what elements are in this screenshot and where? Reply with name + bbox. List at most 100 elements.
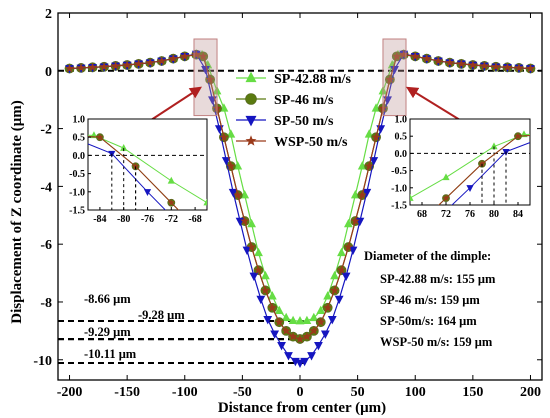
data-point — [341, 272, 351, 282]
data-point — [167, 198, 175, 206]
data-point — [445, 58, 455, 67]
data-point — [157, 56, 167, 65]
data-point — [221, 157, 231, 166]
y-tick-label: -2 — [40, 123, 52, 138]
data-point — [122, 60, 132, 69]
legend-label: WSP-50 m/s — [274, 135, 348, 150]
data-point — [323, 303, 333, 312]
data-point — [145, 58, 155, 67]
ref-label: -10.11 μm — [84, 347, 137, 361]
data-point — [256, 295, 266, 305]
data-point — [245, 71, 257, 83]
legend: SP-42.88 m/s SP-46 m/s SP-50 m/s WSP-50 m/s — [236, 71, 352, 150]
reference-lines — [58, 69, 542, 364]
data-point — [249, 272, 259, 282]
data-point — [240, 216, 250, 225]
data-point — [219, 132, 229, 141]
zoom-arrow — [405, 86, 461, 121]
data-point — [203, 198, 207, 206]
x-tick-label: -150 — [114, 385, 140, 400]
data-point — [314, 342, 323, 351]
data-point — [88, 62, 97, 72]
data-point — [478, 159, 486, 167]
data-point — [514, 132, 522, 140]
inset-y-tick-label: 0.5 — [73, 133, 86, 144]
data-point — [288, 332, 298, 341]
data-point — [362, 188, 372, 198]
y-tick-label: -4 — [40, 180, 52, 195]
ref-label: -8.66 μm — [84, 292, 131, 306]
legend-label: SP-42.88 m/s — [274, 72, 352, 87]
data-point — [514, 63, 524, 72]
data-point — [270, 330, 280, 339]
data-point — [228, 188, 238, 198]
inset-series-line — [438, 135, 530, 205]
data-point — [350, 216, 360, 225]
data-point — [254, 247, 263, 257]
y-axis-label: Displacement of Z coordinate (μm) — [9, 100, 25, 323]
ref-label: -9.29 μm — [84, 325, 131, 339]
y-tick-label: -8 — [40, 296, 52, 311]
inset-x-tick-label: 72 — [441, 209, 451, 220]
inset-y-tick-label: -0.5 — [69, 169, 85, 180]
data-point — [348, 246, 358, 256]
data-point — [320, 330, 330, 339]
zoom-box — [382, 38, 407, 117]
data-point — [267, 291, 277, 300]
data-point — [180, 51, 190, 61]
data-point — [99, 62, 109, 71]
data-point — [344, 218, 353, 228]
data-point — [371, 132, 381, 141]
series — [65, 49, 535, 343]
data-point — [267, 303, 277, 312]
inset-series-line — [451, 142, 530, 205]
inset-y-tick-label: -1.5 — [391, 201, 407, 212]
inset-x-tick-label: 68 — [417, 209, 427, 220]
x-tick-label: 150 — [462, 385, 483, 400]
inset-left: -84 -80 -76 -72 -68 1.0 0.5 0.0 -0.5 -1.0 -1.5 — [69, 115, 208, 225]
data-point — [410, 51, 420, 61]
inset-y-tick-label: 1.0 — [395, 115, 408, 126]
data-point — [274, 317, 284, 326]
legend-label: SP-50 m/s — [274, 114, 334, 129]
data-point — [327, 316, 337, 325]
data-point — [226, 161, 236, 170]
x-tick-label: -200 — [57, 385, 83, 400]
data-point — [302, 315, 312, 325]
y-tick-label: -10 — [33, 354, 52, 369]
data-point — [191, 49, 201, 59]
data-point — [263, 316, 273, 325]
inset-plots: -84 -80 -76 -72 -68 1.0 0.5 0.0 -0.5 -1.0 -1.5 68 72… — [69, 115, 531, 225]
inset-series-line — [410, 133, 530, 199]
x-axis-label: Distance from center (μm) — [218, 400, 386, 416]
data-point — [295, 315, 305, 325]
data-point — [491, 62, 501, 71]
data-point — [503, 62, 512, 72]
data-point — [245, 115, 257, 127]
legend-label: SP-46 m/s — [274, 93, 334, 108]
data-point — [399, 49, 409, 59]
data-series — [64, 49, 536, 369]
data-point — [288, 315, 298, 325]
data-point — [198, 51, 208, 61]
data-point — [344, 242, 353, 251]
data-point — [96, 133, 104, 141]
inset-series-line — [88, 135, 180, 210]
data-point — [526, 63, 535, 73]
annotation-line: SP-42.88 m/s: 155 μm — [380, 272, 496, 286]
data-point — [65, 63, 74, 73]
inset-y-tick-label: -1.0 — [69, 187, 85, 198]
data-point — [167, 176, 175, 184]
data-point — [261, 270, 270, 280]
data-point — [254, 265, 263, 274]
data-point — [201, 66, 210, 75]
data-point — [357, 190, 367, 199]
data-point — [261, 285, 270, 295]
data-point — [309, 326, 319, 335]
data-point — [233, 190, 243, 199]
data-point — [410, 193, 414, 201]
data-point — [226, 129, 236, 138]
data-point — [302, 332, 312, 341]
annotation-line: SP-50m/s: 164 μm — [380, 314, 477, 328]
